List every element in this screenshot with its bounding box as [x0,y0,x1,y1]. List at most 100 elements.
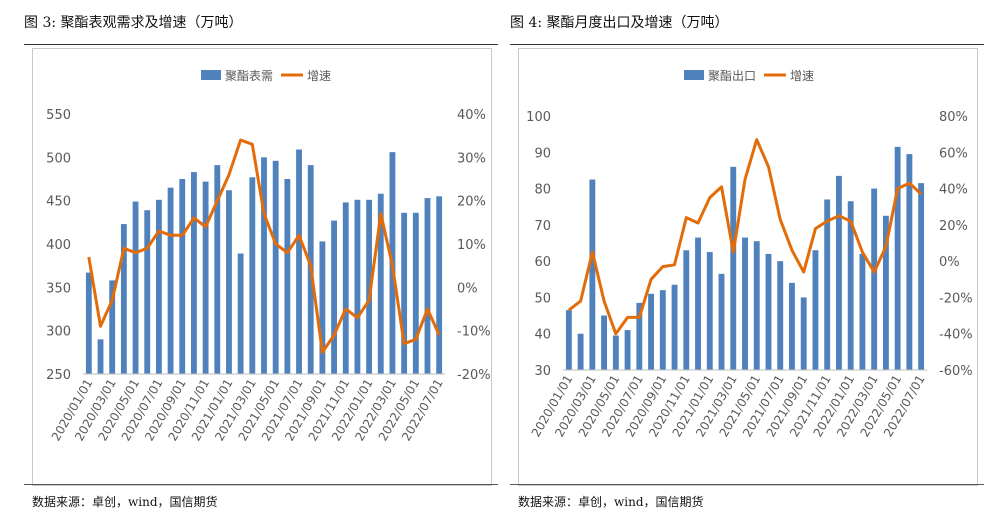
demand-chart: 聚酯表需 增速 550 500 450 400 350 300 250 40% 30% 20% 10% 0… [46,69,491,443]
y-axis-tick-right: 40% [457,108,486,123]
bar [272,160,279,374]
bar [577,333,584,370]
bar [648,293,654,370]
bar [589,179,596,370]
source-divider [24,484,498,485]
chart-frame: 聚酯表需 增速 550 500 450 400 350 300 250 40% 30% 20% 10% 0… [32,48,492,486]
bar [836,175,842,370]
growth-line [87,138,441,354]
legend-label: 增速 [790,69,814,83]
y-axis-tick-left: 250 [46,368,71,383]
bar [424,198,431,374]
bar [824,199,831,370]
y-axis-tick-right: 80% [939,110,968,125]
bar [412,212,419,374]
bar [812,250,819,370]
chart-panel-demand: 图 3: 聚酯表观需求及增速（万吨） 聚酯表需 增速 550 500 450 400 350… [24,0,498,524]
y-axis-tick-left: 400 [46,238,71,253]
figure-title: 图 4: 聚酯月度出口及增速（万吨） [510,15,729,31]
bar [636,302,643,370]
y-axis-tick-right: -40% [939,328,973,343]
data-source: 数据来源：卓创，wind，国信期货 [32,495,218,509]
y-axis-tick-right: 30% [457,151,486,166]
bar [249,177,256,374]
bar [683,250,690,370]
bar [342,202,349,374]
title-divider [24,44,498,45]
legend-bar-swatch [684,70,704,80]
bar [695,237,701,370]
chart-panel-export: 图 4: 聚酯月度出口及增速（万吨） 聚酯出口 增速 100 90 80 70 60 50 40… [510,0,984,524]
bar [742,237,748,370]
y-axis-tick-left: 70 [534,219,551,234]
bar [718,273,725,370]
legend-bar-swatch [201,70,221,80]
bar [601,315,608,370]
bar [565,310,572,370]
bar [871,188,878,370]
source-divider [510,484,984,485]
bar [847,201,854,370]
bar [436,196,443,374]
y-axis-tick-left: 500 [46,151,71,166]
y-axis-tick-left: 450 [46,195,71,210]
bar [191,172,197,374]
legend-label: 聚酯表需 [225,69,273,83]
bar [97,339,104,374]
y-axis-tick-left: 60 [534,255,551,270]
y-axis-tick-right: -20% [457,368,491,383]
y-axis-tick-left: 30 [534,364,551,379]
bar [284,179,291,374]
bar [237,253,244,374]
y-axis-tick-left: 90 [534,146,551,161]
bar [777,261,784,370]
y-axis-tick-right: -10% [457,325,491,340]
bar [144,210,151,374]
bar [354,199,361,374]
y-axis-tick-right: 40% [939,183,968,198]
bar [789,282,795,370]
bar [202,181,209,374]
bar [800,297,807,370]
y-axis-tick-left: 300 [46,325,71,340]
bar [765,253,772,370]
y-axis-tick-right: 0% [939,255,960,270]
bar [331,220,337,374]
y-axis-tick-right: 20% [939,219,968,234]
bar [319,241,326,374]
y-axis-tick-left: 100 [526,110,551,125]
bar [85,272,92,374]
bar [859,253,866,370]
bar [366,199,373,374]
y-axis-tick-right: 60% [939,146,968,161]
bar [906,154,913,370]
bar [214,165,221,374]
bar [671,284,678,370]
bar [730,166,737,370]
bar [882,215,889,370]
y-axis-tick-right: 0% [457,281,478,296]
title-divider [510,44,984,45]
bar [401,212,408,374]
y-axis-tick-right: 20% [457,195,486,210]
bar [120,224,127,374]
y-axis-tick-right: -60% [939,364,973,379]
bar [109,280,116,374]
bar [167,187,174,374]
chart-frame: 聚酯出口 增速 100 90 80 70 60 50 40 30 80% 60% 40% 20% 0% -20… [518,48,978,486]
bar [377,193,384,374]
bar [296,149,302,374]
bar [918,183,925,370]
export-chart: 聚酯出口 增速 100 90 80 70 60 50 40 30 80% 60% 40% 20% 0% -20… [526,69,973,439]
bar [624,330,631,370]
bar [155,199,162,374]
y-axis-tick-right: 10% [457,238,486,253]
figure-title: 图 3: 聚酯表观需求及增速（万吨） [24,15,243,31]
y-axis-tick-left: 550 [46,108,71,123]
bar [226,190,232,374]
bar [179,179,186,374]
bar [659,290,666,370]
y-axis-tick-left: 40 [534,328,551,343]
data-source: 数据来源：卓创，wind，国信期货 [518,495,704,509]
y-axis-tick-left: 80 [534,183,551,198]
